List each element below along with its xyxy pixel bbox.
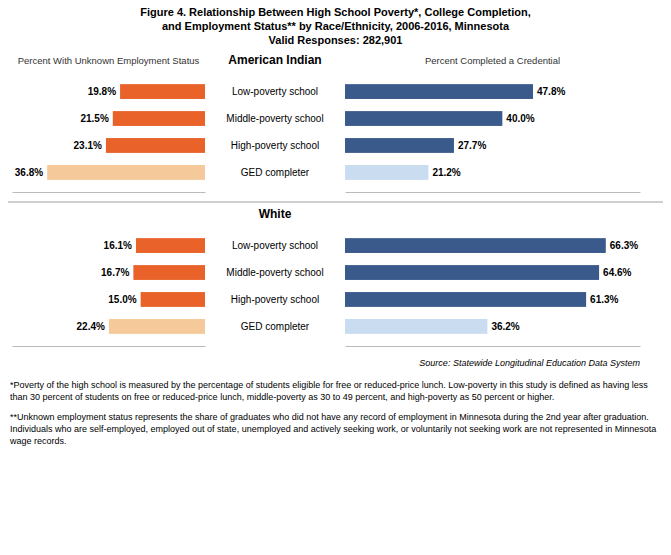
data-labels: 47.8% 40.0% 27.7% 21.2%	[432, 86, 565, 178]
data-labels: 66.3% 64.6% 61.3% 36.2%	[491, 240, 638, 332]
x-axis	[13, 346, 206, 347]
data-label: 66.3%	[610, 240, 638, 251]
chart: Figure 4. Relationship Between High Scho…	[0, 0, 671, 555]
axis-line	[13, 346, 206, 347]
bar	[141, 292, 205, 307]
category-label: GED completer	[241, 321, 310, 332]
data-labels: 16.1% 16.7% 15.0% 22.4%	[77, 240, 137, 332]
category-label: High-poverty school	[231, 294, 319, 305]
data-label: 36.2%	[491, 321, 519, 332]
footnote: *Poverty of the high school is measured …	[10, 380, 648, 402]
footnote: **Unknown employment status represents t…	[9, 412, 656, 446]
source: Source: Statewide Longitudinal Education…	[419, 358, 640, 368]
data-label: 27.7%	[458, 140, 486, 151]
bar	[345, 165, 428, 180]
axis-line	[13, 192, 206, 193]
data-label: 21.5%	[80, 113, 108, 124]
data-label: 21.2%	[432, 167, 460, 178]
data-label: 23.1%	[74, 140, 102, 151]
data-label: 19.8%	[88, 86, 116, 97]
axis-line	[346, 192, 641, 193]
axis-line	[346, 346, 641, 347]
section-title: American Indian	[228, 53, 321, 67]
divider	[8, 202, 663, 203]
bar	[120, 84, 205, 99]
category-label: Low-poverty school	[232, 86, 318, 97]
data-labels: 19.8% 21.5% 23.1% 36.8%	[15, 86, 116, 178]
data-label: 64.6%	[603, 267, 631, 278]
bars	[345, 84, 533, 180]
title: Valid Responses: 282,901	[269, 34, 403, 46]
bars	[345, 238, 606, 334]
column-header: Percent With Unknown Employment Status	[18, 55, 200, 66]
bar	[345, 265, 599, 280]
bar	[345, 84, 533, 99]
x-axis	[346, 192, 641, 193]
x-axis	[13, 192, 206, 193]
bar	[345, 292, 586, 307]
bar	[136, 238, 205, 253]
section-title: White	[259, 207, 292, 221]
category-label: Middle-poverty school	[226, 267, 323, 278]
category-label: GED completer	[241, 167, 310, 178]
bar	[345, 138, 454, 153]
data-label: 16.1%	[104, 240, 132, 251]
bars	[47, 84, 205, 180]
title: and Employment Status** by Race/Ethnicit…	[162, 20, 510, 32]
column-header: Percent Completed a Credential	[425, 55, 560, 66]
bars	[109, 238, 205, 334]
bar	[113, 111, 205, 126]
data-label: 40.0%	[506, 113, 534, 124]
data-label: 36.8%	[15, 167, 43, 178]
data-label: 16.7%	[101, 267, 129, 278]
data-label: 61.3%	[590, 294, 618, 305]
data-label: 47.8%	[537, 86, 565, 97]
data-label: 22.4%	[77, 321, 105, 332]
title: Figure 4. Relationship Between High Scho…	[140, 6, 531, 18]
x-axis	[346, 346, 641, 347]
bar	[106, 138, 205, 153]
bar	[109, 319, 205, 334]
bar	[133, 265, 205, 280]
bar	[47, 165, 205, 180]
category-label: High-poverty school	[231, 140, 319, 151]
category-label: Low-poverty school	[232, 240, 318, 251]
category-label: Middle-poverty school	[226, 113, 323, 124]
data-label: 15.0%	[108, 294, 136, 305]
bar	[345, 319, 487, 334]
bar	[345, 111, 502, 126]
bar	[345, 238, 606, 253]
